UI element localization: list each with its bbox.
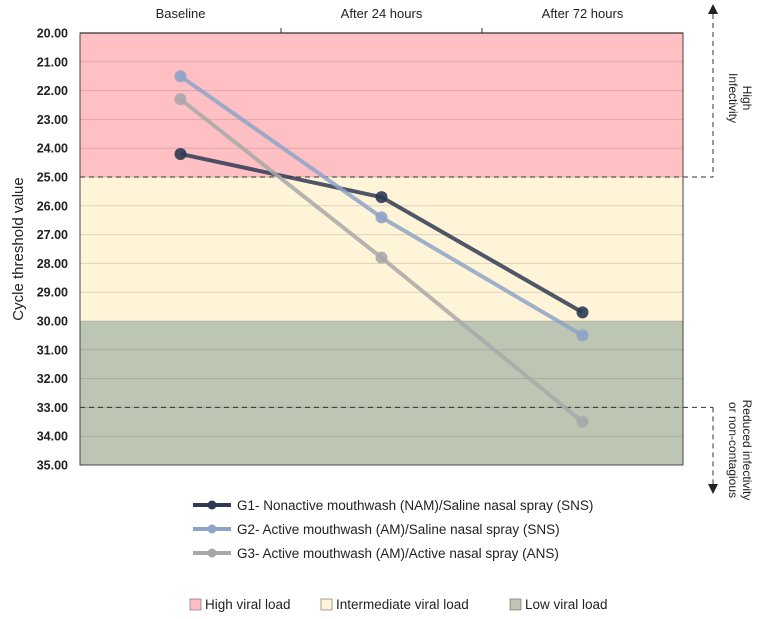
legend-label-g3: G3- Active mouthwash (AM)/Active nasal s… bbox=[237, 546, 559, 561]
legend-swatch-low bbox=[509, 598, 522, 611]
x-tick-label: After 24 hours bbox=[341, 6, 423, 21]
data-point-g1 bbox=[375, 191, 388, 204]
y-tick-label: 24.00 bbox=[37, 142, 68, 156]
legend-marker-g2 bbox=[207, 524, 217, 534]
arrow-head-down bbox=[708, 484, 718, 494]
y-axis-title: Cycle threshold value bbox=[10, 177, 27, 320]
y-tick-label: 28.00 bbox=[37, 257, 68, 271]
legend-label-high: High viral load bbox=[205, 597, 291, 612]
legend-marker-g3 bbox=[207, 548, 217, 558]
y-tick-label: 34.00 bbox=[37, 430, 68, 444]
y-tick-label: 33.00 bbox=[37, 401, 68, 415]
data-point-g2 bbox=[174, 70, 187, 83]
arrow-head-up bbox=[708, 4, 718, 14]
band-high bbox=[80, 33, 683, 177]
data-point-g3 bbox=[174, 93, 187, 106]
legend-label-g1: G1- Nonactive mouthwash (NAM)/Saline nas… bbox=[237, 498, 593, 513]
annotation-reduced-infectivity: or non-contagious bbox=[726, 402, 740, 498]
axes: Baseline After 24 hours After 72 hours 20.0… bbox=[10, 6, 684, 473]
y-tick-label: 35.00 bbox=[37, 459, 68, 473]
data-point-g1 bbox=[576, 306, 589, 319]
series-lines bbox=[174, 70, 589, 428]
viral-load-bands bbox=[80, 33, 683, 465]
data-point-g3 bbox=[576, 415, 589, 428]
y-tick-label: 21.00 bbox=[37, 55, 68, 69]
threshold-lines bbox=[80, 176, 713, 408]
annotation-high-infectivity: High bbox=[740, 86, 754, 111]
annotation-high-infectivity: Infectivity bbox=[726, 73, 740, 123]
y-tick-label: 26.00 bbox=[37, 199, 68, 213]
y-tick-label: 20.00 bbox=[37, 27, 68, 41]
x-tick-label: Baseline bbox=[156, 6, 206, 21]
y-tick-label: 22.00 bbox=[37, 84, 68, 98]
y-tick-label: 25.00 bbox=[37, 171, 68, 185]
y-tick-label: 23.00 bbox=[37, 113, 68, 127]
data-point-g3 bbox=[375, 251, 388, 264]
legend-label-low: Low viral load bbox=[525, 597, 608, 612]
data-point-g2 bbox=[576, 329, 589, 342]
legend-label-g2: G2- Active mouthwash (AM)/Saline nasal s… bbox=[237, 522, 560, 537]
data-point-g1 bbox=[174, 147, 187, 160]
legend-swatch-high bbox=[189, 598, 202, 611]
y-tick-label: 30.00 bbox=[37, 315, 68, 329]
legend-marker-g1 bbox=[207, 500, 217, 510]
x-tick-label: After 72 hours bbox=[542, 6, 624, 21]
legend-swatch-intermediate bbox=[320, 598, 333, 611]
legend-label-intermediate: Intermediate viral load bbox=[336, 597, 469, 612]
y-tick-label: 27.00 bbox=[37, 228, 68, 242]
annotation-reduced-infectivity: Reduced infectivity bbox=[740, 400, 754, 501]
y-tick-label: 29.00 bbox=[37, 286, 68, 300]
data-point-g2 bbox=[375, 211, 388, 224]
legend: G1- Nonactive mouthwash (NAM)/Saline nas… bbox=[189, 498, 608, 612]
band-low bbox=[80, 321, 683, 465]
y-tick-label: 32.00 bbox=[37, 372, 68, 386]
y-tick-label: 31.00 bbox=[37, 343, 68, 357]
